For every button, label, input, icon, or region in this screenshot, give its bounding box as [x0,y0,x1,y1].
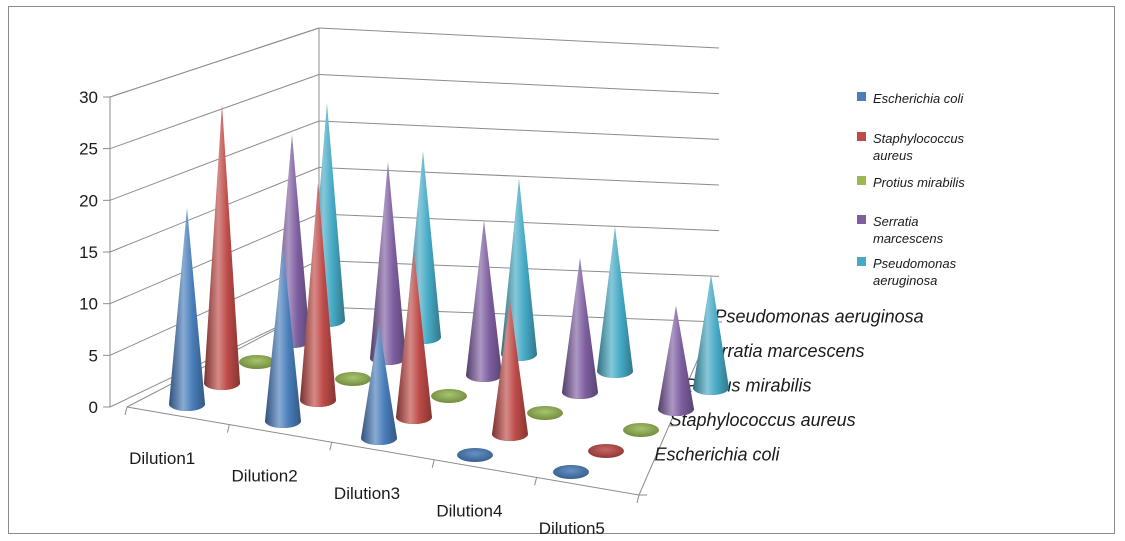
gridline-back [318,27,720,49]
cone-escherichia-coli-dilution4-zero [457,448,493,462]
cone-pseudomonas-aeruginosa-dilution5 [693,274,729,395]
x-tick-mark [431,459,435,468]
cone-escherichia-coli-dilution1 [169,207,205,411]
x-axis-ticks: Dilution1 Dilution2 Dilution3 Dilution4 Dilu… [124,406,640,535]
legend-label-serratia-marcescens: Serratia [873,214,919,229]
cone-escherichia-coli-dilution2 [265,245,301,428]
depth-axis-label: Escherichia coli [655,445,781,465]
legend-swatch-serratia-marcescens [857,215,866,224]
legend-label-staphylococcus-aureus: aureus [873,148,913,163]
cone-serratia-marcescens-dilution4-body [562,257,598,399]
cone-serratia-marcescens-dilution5-body [658,305,694,416]
legend-swatch-protius-mirabilis [857,176,866,185]
cone-protius-mirabilis-dilution3-zero [431,389,467,403]
cone-serratia-marcescens-dilution3 [466,220,502,382]
gridline-back [318,167,720,186]
cone-pseudomonas-aeruginosa-dilution4 [597,226,633,378]
x-tick-label: Dilution2 [232,466,298,485]
y-tick-label: 15 [79,243,98,262]
cone-serratia-marcescens-dilution5 [658,305,694,416]
y-tick-label: 30 [79,88,98,107]
legend-swatch-staphylococcus-aureus [857,132,866,141]
gridline-side [109,74,320,150]
legend-label-staphylococcus-aureus: Staphylococcus [873,131,965,146]
chart-marks [169,103,729,479]
x-tick-label: Dilution4 [436,502,502,521]
cone-staphylococcus-aureus-dilution4 [492,299,528,441]
cone-escherichia-coli-dilution2-body [265,245,301,428]
cone-serratia-marcescens-dilution4 [562,257,598,399]
y-tick-label: 25 [79,140,98,159]
cone-protius-mirabilis-dilution4-zero [527,406,563,420]
cone-protius-mirabilis-dilution1-zero [239,355,275,369]
depth-axis-label: Pseudomonas aeruginosa [715,306,924,326]
cone-escherichia-coli-dilution3 [361,324,397,445]
x-tick-mark [124,406,128,416]
cone-pseudomonas-aeruginosa-dilution4-body [597,226,633,378]
cone-serratia-marcescens-dilution2-body [370,161,406,365]
cone-staphylococcus-aureus-dilution2-body [300,183,336,407]
gridline-back [318,120,720,140]
chart-area: 0 5 10 15 20 25 30 Dilution1 Dilution2 Dilution3… [8,6,1115,535]
depth-axis-label: Staphylococcus aureus [670,410,856,430]
cone-staphylococcus-aureus-dilution4-body [492,299,528,441]
cone-staphylococcus-aureus-dilution2 [300,183,336,407]
cone-escherichia-coli-dilution5-zero [553,465,589,479]
y-axis-ticks: 0 5 10 15 20 25 30 [79,88,110,417]
legend-label-pseudomonas-aeruginosa: aeruginosa [873,273,937,288]
x-tick-mark [329,442,333,451]
cone-pseudomonas-aeruginosa-dilution5-body [693,274,729,395]
cone-staphylococcus-aureus-dilution3-body [396,251,432,424]
gridline-side [109,167,320,253]
legend-label-escherichia-coli: Escherichia coli [873,91,964,106]
y-tick-label: 0 [89,398,98,417]
legend: Escherichia coli Staphylococcus aureus Prot… [857,91,965,288]
gridline-side [109,120,320,201]
cone-staphylococcus-aureus-dilution5-zero [588,444,624,458]
x-tick-label: Dilution5 [539,519,605,535]
legend-label-protius-mirabilis: Protius mirabilis [873,175,965,190]
gridline-back [318,74,720,95]
cone-protius-mirabilis-dilution5-zero [623,423,659,437]
legend-label-serratia-marcescens: marcescens [873,231,944,246]
x-tick-mark [636,494,640,504]
legend-label-pseudomonas-aeruginosa: Pseudomonas [873,256,957,271]
cone-escherichia-coli-dilution3-body [361,324,397,445]
y-tick-label: 5 [89,346,98,365]
chart-svg: 0 5 10 15 20 25 30 Dilution1 Dilution2 Dilution3… [79,27,965,535]
cone-serratia-marcescens-dilution3-body [466,220,502,382]
cone-escherichia-coli-dilution1-body [169,207,205,411]
cone-protius-mirabilis-dilution2-zero [335,372,371,386]
legend-swatch-escherichia-coli [857,92,866,101]
y-tick-label: 10 [79,295,98,314]
cone-staphylococcus-aureus-dilution3 [396,251,432,424]
depth-axis-label: Serratia marcescens [700,341,865,361]
x-tick-mark [226,424,230,433]
x-tick-label: Dilution3 [334,484,400,503]
cone-staphylococcus-aureus-dilution1-body [204,104,240,390]
x-tick-mark [534,477,538,486]
x-tick-label: Dilution1 [129,449,195,468]
cone-staphylococcus-aureus-dilution1 [204,104,240,390]
y-tick-label: 20 [79,191,98,210]
legend-swatch-pseudomonas-aeruginosa [857,257,866,266]
floor-front-edge [126,406,640,496]
gridline-side [109,27,320,98]
